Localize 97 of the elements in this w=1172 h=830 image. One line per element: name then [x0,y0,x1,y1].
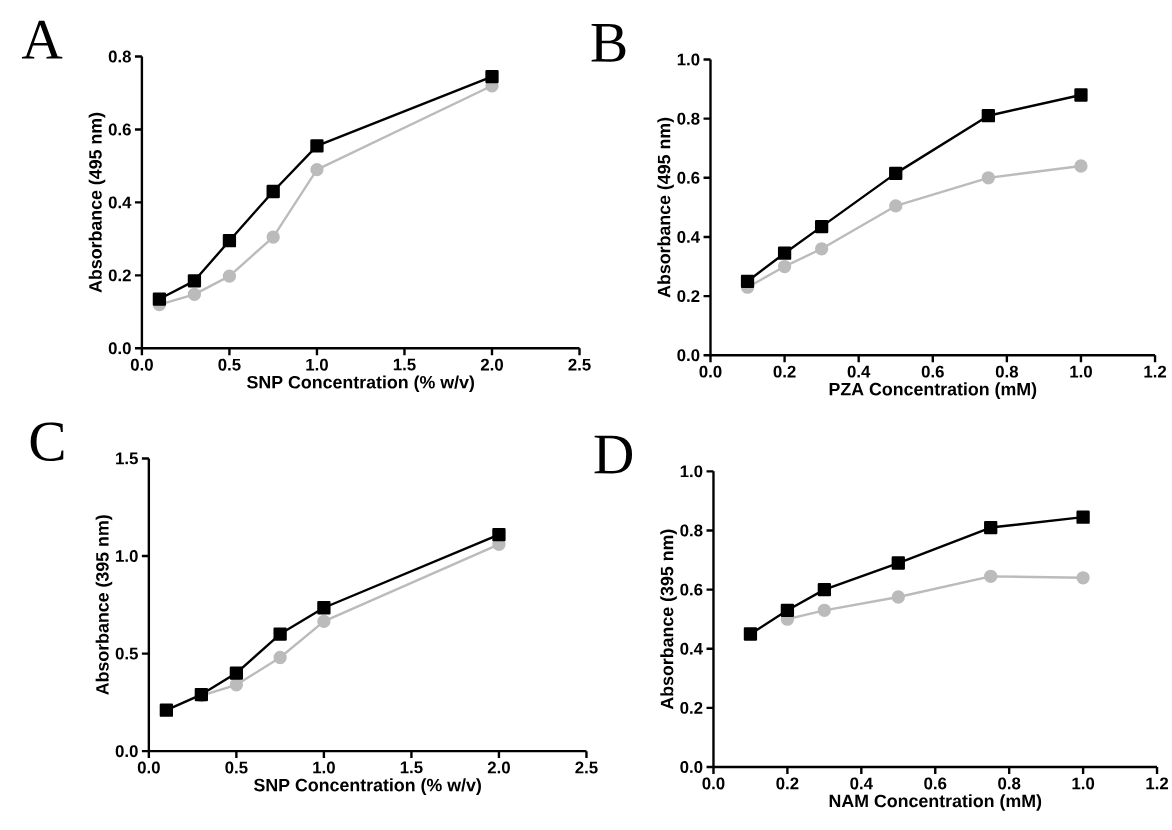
point [273,627,287,641]
x-tick-label: 1.5 [400,761,423,774]
y-tick-label: 0.2 [108,269,131,282]
point [817,603,832,618]
x-tick-label: 0.0 [699,365,722,378]
y-tick-label: 0.2 [680,702,703,715]
point [740,274,755,289]
y-tick-label: 0.0 [677,349,700,362]
x-tick-label: 1.2 [1144,365,1167,378]
x-tick-label: 0.4 [847,365,871,378]
y-axis-title: Absorbance (395 nm) [95,515,113,696]
point [1076,510,1090,525]
point [266,230,280,244]
point [814,242,829,256]
y-tick-label: 0.4 [680,643,703,655]
x-tick-label: 0.5 [225,761,248,774]
x-tick-label: 1.5 [393,358,416,371]
y-axis-title: Absorbance (495 nm) [88,113,106,293]
point [891,590,905,604]
x-axis-title: PZA Concentration (mM) [829,382,1037,400]
x-tick-label: 1.0 [1072,777,1095,790]
x-tick-label: 0.2 [776,777,799,790]
point [780,603,795,618]
y-tick-label: 1.0 [116,550,138,563]
x-tick-label: 1.0 [313,761,335,774]
chart-title: C [30,422,64,462]
point [229,666,244,680]
y-tick-label: 0.4 [108,196,132,209]
x-tick-label: 0.5 [218,358,241,371]
x-tick-label: 1.2 [1146,777,1169,790]
y-tick-label: 0.4 [677,231,700,244]
y-tick-label: 0.0 [115,745,138,758]
point [485,70,499,84]
y-axis-title: Absorbance (495 nm) [657,118,674,298]
point [310,163,324,177]
x-tick-label: 1.0 [306,358,328,371]
x-axis-title: NAM Concentration (mM) [829,794,1042,811]
point [159,703,173,718]
point [317,614,331,629]
point [187,287,202,302]
x-tick-label: 2.0 [480,358,503,371]
point [273,651,287,665]
point [777,260,792,274]
y-tick-label: 0.2 [677,290,700,303]
point [984,569,998,584]
x-tick-label: 0.8 [995,365,1019,378]
point [266,185,280,199]
point [777,246,792,261]
y-tick-label: 0.0 [108,342,131,355]
x-tick-label: 0.6 [921,365,944,378]
point [492,528,506,542]
point [229,678,244,692]
point [981,171,995,185]
point [814,220,829,234]
point [889,166,903,181]
point [1074,159,1088,173]
point [1076,571,1090,585]
point [310,139,324,153]
x-tick-label: 2.5 [568,358,591,371]
x-axis-title: SNP Concentration (% w/v) [247,375,474,393]
x-tick-label: 0.0 [130,358,153,371]
y-tick-label: 0.6 [108,123,131,136]
y-tick-label: 1.5 [116,452,138,465]
point [889,199,903,213]
x-tick-label: 0.6 [924,777,947,790]
point [817,583,832,597]
point [152,292,167,306]
x-tick-label: 0.4 [850,777,873,790]
y-tick-label: 0.6 [680,583,703,596]
x-tick-label: 0.8 [998,777,1021,790]
y-tick-label: 1.0 [677,53,700,66]
point [317,601,331,615]
y-tick-label: 0.5 [115,647,138,660]
y-tick-label: 1.0 [680,465,703,478]
point [187,274,202,288]
y-tick-label: 0.6 [677,172,700,184]
y-tick-label: 0.8 [108,50,131,63]
x-tick-label: 0.0 [702,777,725,790]
x-axis-title: SNP Concentration (% w/v) [253,778,481,796]
point [222,269,237,283]
y-tick-label: 0.8 [680,524,703,537]
chart-title: A [21,20,63,59]
y-tick-label: 0.8 [677,112,700,125]
point [222,234,237,248]
point [984,521,998,535]
y-axis-title: Absorbance (395 nm) [660,529,677,710]
point [743,627,758,641]
chart-title: B [591,24,626,62]
x-tick-label: 2.0 [487,761,510,774]
x-tick-label: 1.0 [1070,365,1092,378]
x-tick-label: 2.5 [575,761,598,774]
point [891,556,905,570]
x-tick-label: 0.2 [773,365,796,378]
point [981,109,995,123]
x-tick-label: 0.0 [137,761,160,774]
chart-title: D [594,436,633,474]
point [1074,88,1088,102]
